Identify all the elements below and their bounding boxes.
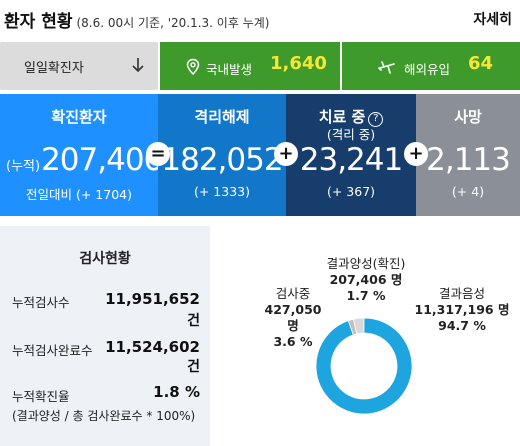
chart-label-positive-count: 207,406 명 [329, 272, 403, 287]
page-title: 환자 현황 (8.6. 00시 기준, '20.1.3. 이후 누계) [4, 12, 270, 32]
positive-rate-label: 누적확진율 [12, 389, 70, 404]
airplane-icon [378, 58, 396, 76]
deaths-title: 사망 [454, 108, 482, 126]
confirmed-value: 207,406 [41, 142, 163, 178]
overseas-cases-value: 64 [468, 53, 494, 74]
location-pin-icon [184, 58, 202, 76]
test-result-donut [315, 317, 413, 415]
daily-confirmed-label: 일일확진자 [24, 61, 84, 76]
page-header: 환자 현황 (8.6. 00시 기준, '20.1.3. 이후 누계) 자세히 [0, 0, 520, 38]
more-link[interactable]: 자세히 [473, 12, 512, 28]
treatment-delta: (+ 367) [326, 184, 376, 199]
treatment-title: 치료 중 [318, 108, 366, 126]
test-result-chart: 검사중 427,050 명 3.6 % 결과양성(확진) 207,406 명 1… [214, 226, 520, 446]
deaths-delta: (+ 4) [451, 184, 485, 199]
test-status-title: 검사현황 [79, 251, 131, 267]
chart-label-negative-name: 결과음성 [438, 286, 485, 301]
confirmed-title: 확진환자 [51, 108, 107, 126]
overseas-cases-label: 해외유입 [404, 62, 451, 77]
total-tests-label: 누적검사수 [12, 295, 70, 310]
positive-rate-note: (결과양성 / 총 검사완료수 * 100%) [12, 409, 196, 423]
treatment-subtitle: (격리 중) [326, 127, 376, 142]
patient-stats: 확진환자 (누적)207,406 전일대비 (+ 1704) = 격리해제 18… [0, 94, 520, 216]
plus-operator: + [404, 142, 428, 166]
plus-operator: + [274, 142, 298, 166]
daily-confirmed-row: 일일확진자 국내발생 1,640 해외유입 64 [0, 42, 520, 90]
positive-rate-value: 1.8 % [153, 383, 200, 401]
deaths-box: 사망 2,113 (+ 4) [416, 94, 520, 216]
test-status-section: 검사현황 누적검사수 11,951,652 건 누적검사완료수 11,524,6… [0, 226, 520, 446]
chart-label-testing-percent: 3.6 % [273, 334, 313, 349]
completed-tests-label: 누적검사완료수 [12, 343, 93, 358]
chart-label-testing: 검사중 427,050 명 3.6 % [258, 286, 328, 350]
deaths-value: 2,113 [426, 142, 511, 178]
treatment-box: 치료 중? (격리 중) 23,241 (+ 367) [286, 94, 416, 216]
released-delta: (+ 1333) [193, 184, 250, 199]
chart-label-positive-name: 결과양성(확진) [326, 256, 406, 271]
confirmed-box: 확진환자 (누적)207,406 전일대비 (+ 1704) [0, 94, 163, 216]
completed-tests-value: 11,524,602 [105, 338, 200, 356]
overseas-cases-panel: 해외유입 64 [342, 42, 520, 90]
chart-label-positive: 결과양성(확진) 207,406 명 1.7 % [324, 256, 408, 304]
treatment-title-line: 치료 중? [286, 106, 416, 127]
chart-label-negative: 결과음성 11,317,196 명 94.7 % [410, 286, 514, 334]
chart-label-testing-name: 검사중 [275, 286, 311, 301]
equals-operator: = [146, 142, 170, 166]
confirmed-delta: 전일대비 (+ 1704) [26, 187, 132, 202]
daily-confirmed-toggle[interactable]: 일일확진자 [0, 42, 158, 90]
chart-label-negative-count: 11,317,196 명 [414, 302, 510, 317]
total-tests-unit: 건 [187, 313, 200, 329]
chart-label-negative-percent: 94.7 % [438, 318, 486, 333]
donut-slice-negative [315, 317, 413, 415]
help-icon[interactable]: ? [368, 112, 384, 127]
page-subtitle: (8.6. 00시 기준, '20.1.3. 이후 누계) [76, 16, 270, 30]
test-status-panel: 검사현황 누적검사수 11,951,652 건 누적검사완료수 11,524,6… [0, 226, 210, 446]
released-box: 격리해제 182,052 (+ 1333) [158, 94, 286, 216]
completed-tests-unit: 건 [187, 359, 200, 375]
released-title: 격리해제 [194, 108, 250, 126]
arrow-down-icon [128, 55, 148, 75]
domestic-cases-panel: 국내발생 1,640 [160, 42, 340, 90]
confirmed-value-line: (누적)207,406 [0, 142, 163, 178]
domestic-cases-label: 국내발생 [206, 62, 253, 77]
cumulative-prefix: (누적) [6, 159, 41, 174]
chart-label-testing-count: 427,050 명 [264, 302, 322, 333]
domestic-cases-value: 1,640 [270, 53, 327, 74]
total-tests-value: 11,951,652 [105, 290, 200, 308]
released-value: 182,052 [161, 142, 283, 178]
treatment-value: 23,241 [299, 142, 403, 178]
chart-label-positive-percent: 1.7 % [346, 288, 386, 303]
